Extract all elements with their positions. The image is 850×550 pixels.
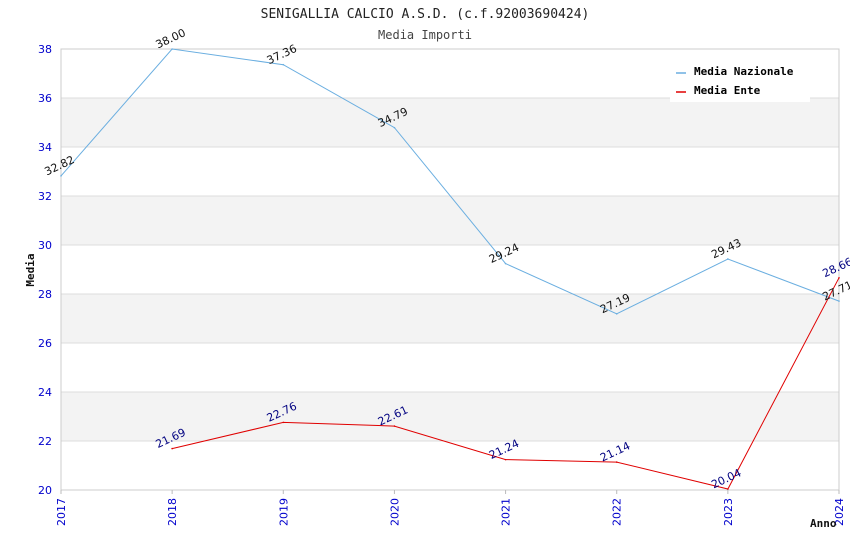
grid-band xyxy=(61,196,839,245)
data-label-media-nazionale: 38.00 xyxy=(154,26,188,51)
chart-title: SENIGALLIA CALCIO A.S.D. (c.f.9200369042… xyxy=(261,7,590,22)
grid-band xyxy=(61,441,839,490)
x-tick-label: 2021 xyxy=(500,498,513,526)
legend-label-media-nazionale: Media Nazionale xyxy=(694,65,794,78)
grid-band xyxy=(61,147,839,196)
x-tick-label: 2019 xyxy=(277,498,290,526)
y-tick-label: 26 xyxy=(38,337,52,350)
plot-frame xyxy=(60,48,840,491)
grid-band xyxy=(61,392,839,441)
y-tick-label: 22 xyxy=(38,435,52,448)
data-point-media-ente xyxy=(504,458,507,461)
grid-band xyxy=(61,294,839,343)
y-tick-label: 38 xyxy=(38,43,52,56)
data-point-media-nazionale xyxy=(727,258,729,260)
y-tick-label: 28 xyxy=(38,288,52,301)
data-point-media-nazionale xyxy=(615,313,618,315)
data-point-media-ente xyxy=(727,488,729,490)
data-point-media-ente xyxy=(838,277,840,279)
grid-band xyxy=(61,343,839,392)
data-point-media-nazionale xyxy=(838,300,840,302)
data-point-media-ente xyxy=(282,421,285,424)
series-layer xyxy=(60,48,840,490)
data-point-media-nazionale xyxy=(60,175,62,177)
grid-band xyxy=(61,98,839,147)
grid-band xyxy=(61,245,839,294)
y-tick-label: 30 xyxy=(38,239,52,252)
y-axis-label: Media xyxy=(24,253,37,286)
data-point-media-nazionale xyxy=(282,63,285,66)
x-tick-label: 2022 xyxy=(611,498,624,526)
legend: Media Nazionale Media Ente xyxy=(670,58,810,102)
series-line-media-nazionale xyxy=(60,48,840,315)
chart-subtitle: Media Importi xyxy=(378,28,472,42)
data-point-media-nazionale xyxy=(171,48,173,50)
y-tick-label: 32 xyxy=(38,190,52,203)
data-point-media-nazionale xyxy=(393,126,396,129)
grid-bands xyxy=(61,49,839,490)
x-tick-label: 2017 xyxy=(55,498,68,526)
x-tick-label: 2023 xyxy=(722,498,735,526)
data-point-media-ente xyxy=(171,447,173,450)
x-tick-label: 2018 xyxy=(166,498,179,526)
legend-box xyxy=(670,58,810,102)
x-tick-label: 2024 xyxy=(833,498,846,526)
data-point-media-ente xyxy=(615,461,618,463)
x-axis-label: Anno xyxy=(810,517,837,530)
x-tick-label: 2020 xyxy=(388,498,401,526)
legend-label-media-ente: Media Ente xyxy=(694,84,761,97)
y-tick-label: 24 xyxy=(38,386,52,399)
data-point-media-ente xyxy=(393,425,396,427)
x-axis-ticks: 2017 2018 2019 2020 2021 2022 2023 2024 xyxy=(55,490,846,526)
y-tick-label: 34 xyxy=(38,141,52,154)
y-axis-ticks: 20 22 24 26 28 30 32 34 36 38 xyxy=(38,43,52,497)
y-tick-label: 36 xyxy=(38,92,52,105)
data-point-media-nazionale xyxy=(504,262,507,265)
y-tick-label: 20 xyxy=(38,484,52,497)
